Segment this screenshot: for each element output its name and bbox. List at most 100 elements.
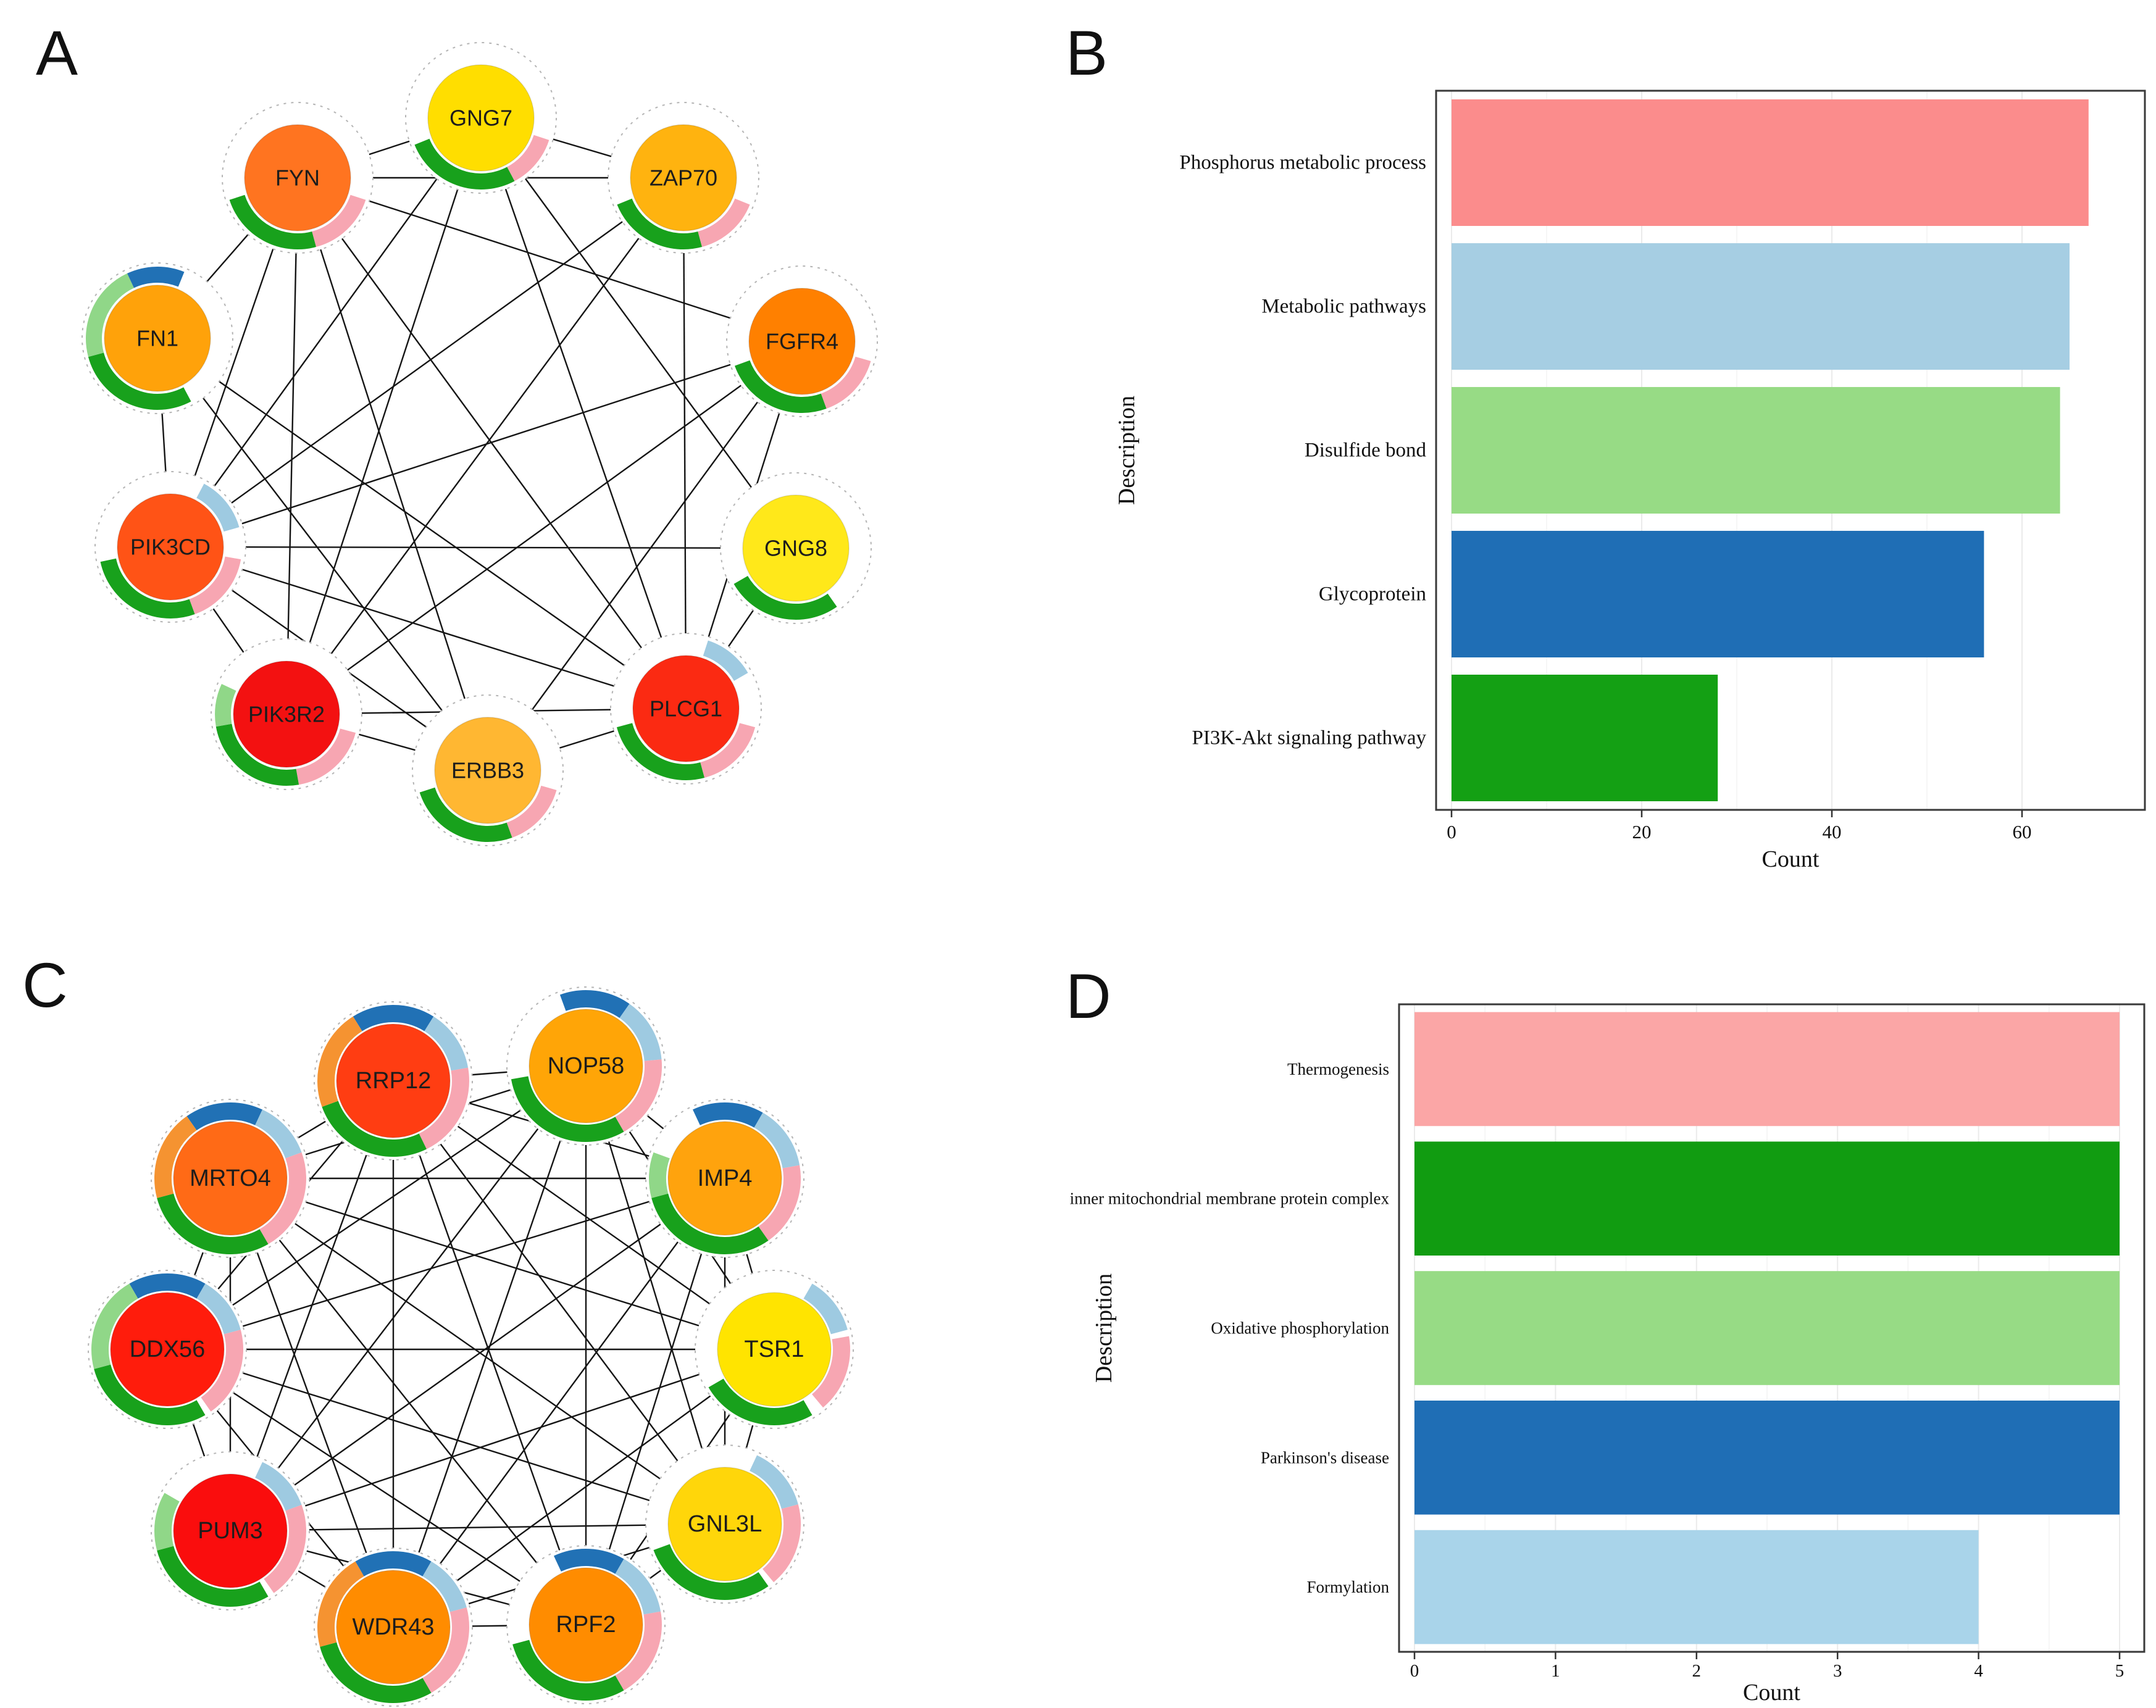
panel-label-a: A — [36, 18, 78, 88]
node-ring-segment — [353, 1005, 434, 1031]
node-ring-segment — [254, 1109, 302, 1159]
node-ring-segment — [697, 198, 750, 248]
category-label: Disulfide bond — [1305, 439, 1427, 462]
ppi-network-c: RRP12 NOP58 MRTO4 IMP4 DDX56 TSR1 PUM3 GNL3L WDR… — [88, 986, 854, 1707]
node-ring-segment — [700, 722, 756, 778]
node-ring-segment — [229, 194, 317, 249]
node-ring-segment — [264, 1504, 306, 1593]
node-circle — [667, 1467, 782, 1581]
network-edge — [170, 546, 796, 549]
node-ring-segment — [821, 356, 871, 409]
node-circle — [667, 1121, 782, 1236]
network-edge — [167, 1348, 587, 1626]
node-ring-segment — [692, 1102, 763, 1128]
node-ring-segment — [254, 1462, 302, 1511]
network-node-rrp12: RRP12 — [314, 1001, 473, 1160]
category-label: Oxidative phosphorylation — [1211, 1319, 1389, 1338]
node-circle — [173, 1121, 288, 1236]
node-label: RRP12 — [356, 1068, 432, 1094]
plot-border — [1435, 90, 2146, 811]
y-axis-title: Description — [1091, 1273, 1117, 1383]
node-circle — [104, 285, 211, 392]
bar — [1452, 99, 2089, 227]
node-ring-segment — [512, 1639, 624, 1701]
node-ring-segment — [422, 1607, 469, 1693]
node-circle — [233, 660, 340, 768]
network-edge — [170, 177, 684, 548]
node-ring-segment — [94, 1364, 206, 1425]
ppi-network-a: GNG7 FYN ZAP70 FN1 FGFR4 PIK3CD GNG8 PIK3R2 PLCG… — [81, 42, 878, 846]
node-ring-segment — [196, 1283, 241, 1335]
network-node-gng7: GNG7 — [405, 42, 557, 194]
bar — [1414, 1400, 2120, 1515]
node-ring-segment — [651, 1193, 769, 1254]
tick-label: 5 — [2115, 1661, 2125, 1681]
network-edge — [286, 341, 803, 715]
network-edge — [167, 1177, 725, 1351]
network-edge — [230, 1178, 725, 1525]
node-ring-segment — [803, 1283, 848, 1335]
node-ring-segment — [616, 722, 705, 780]
node-label: GNG8 — [764, 536, 827, 561]
node-ring-segment — [617, 198, 703, 249]
node-ring-segment — [215, 684, 236, 727]
network-edge — [286, 177, 684, 715]
network-edge — [585, 1065, 726, 1525]
node-label: PLCG1 — [650, 696, 722, 722]
network-edge — [157, 338, 687, 709]
x-axis-title: Count — [1743, 1680, 1800, 1706]
node-label: FYN — [275, 165, 320, 191]
node-ring-segment — [157, 1546, 269, 1607]
network-node-fgfr4: FGFR4 — [726, 265, 878, 417]
bar — [1414, 1530, 1979, 1644]
node-ring-segment — [189, 556, 241, 615]
network-edge — [229, 1080, 395, 1531]
category-label: PI3K-Akt signaling pathway — [1192, 727, 1427, 749]
category-label: Metabolic pathways — [1261, 296, 1426, 318]
network-edge — [285, 117, 482, 715]
node-ring-segment — [615, 1059, 662, 1132]
node-label: IMP4 — [698, 1165, 753, 1191]
network-node-plcg1: PLCG1 — [610, 633, 762, 785]
node-ring-segment — [619, 1004, 662, 1062]
bar-chart-d: Thermogenesis inner mitochondrial membran… — [1070, 1003, 2146, 1706]
tick-label: 0 — [1447, 821, 1456, 843]
node-ring-segment — [311, 194, 366, 248]
node-ring-segment — [653, 1544, 769, 1600]
network-edge — [392, 1080, 587, 1625]
network-node-wdr43: WDR43 — [314, 1548, 473, 1707]
node-circle — [173, 1473, 288, 1588]
network-edge — [682, 177, 687, 709]
node-label: FGFR4 — [766, 329, 838, 354]
node-label: PIK3CD — [130, 535, 211, 560]
node-ring-segment — [186, 1102, 263, 1131]
network-edge — [480, 117, 687, 709]
network-node-pik3r2: PIK3R2 — [211, 638, 362, 790]
panel-label-b: B — [1066, 18, 1108, 88]
node-ring-segment — [749, 1455, 798, 1509]
network-edge — [393, 1080, 725, 1525]
node-circle — [630, 124, 737, 231]
node-circle — [110, 1292, 225, 1407]
node-ring-segment — [154, 1493, 180, 1551]
tick-label: 40 — [1823, 821, 1842, 843]
node-ring-segment — [811, 1336, 850, 1408]
node-ring-segment — [414, 138, 515, 190]
node-circle — [117, 493, 224, 601]
node-ring-segment — [317, 1016, 362, 1107]
category-label: Formylation — [1307, 1578, 1390, 1596]
node-label: TSR1 — [744, 1336, 804, 1362]
node-ring-segment — [553, 1548, 624, 1574]
network-edge — [230, 1177, 775, 1351]
node-ring-segment — [708, 1378, 813, 1425]
network-node-fyn: FYN — [222, 102, 374, 254]
node-ring-segment — [129, 1273, 206, 1299]
network-edge — [230, 1178, 725, 1531]
category-label: Phosphorus metabolic process — [1179, 152, 1426, 174]
network-edge — [170, 117, 482, 548]
node-ring-segment — [511, 1076, 624, 1142]
node-ring-segment — [506, 785, 557, 838]
bar — [1452, 243, 2070, 370]
bar — [1414, 1271, 2120, 1385]
node-circle — [336, 1570, 451, 1685]
